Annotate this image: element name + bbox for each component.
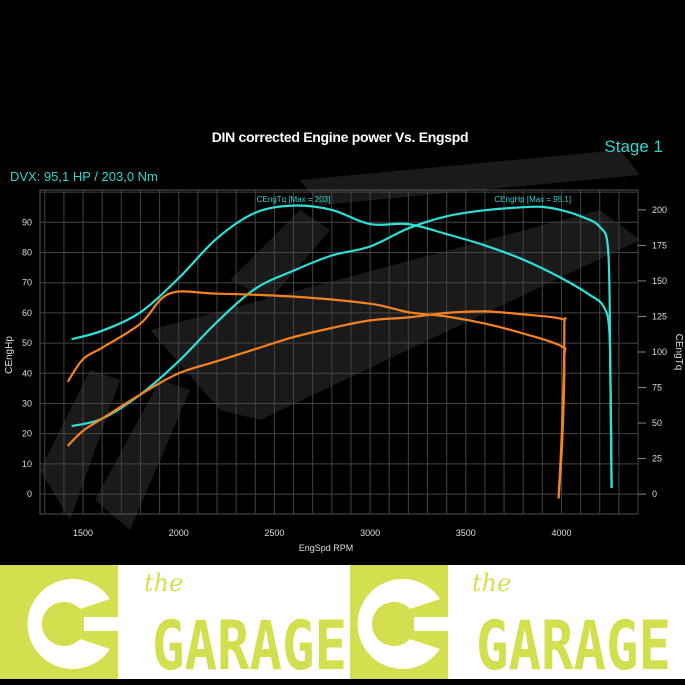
g-bar-shape [84,617,120,631]
g-wrench-icon [357,579,440,669]
logo-the-text: the [144,569,183,597]
y2-tick-label: 200 [652,205,667,215]
y-tick-label: 20 [22,429,32,439]
y-tick-label: 50 [22,338,32,348]
y2-axis-label: CEngTq [673,334,684,371]
chart-title: DIN corrected Engine power Vs. Engspd [211,129,469,145]
y-tick-label: 60 [22,308,32,318]
x-tick-label: 2000 [169,528,189,538]
y2-tick-label: 100 [652,347,667,357]
y2-tick-label: 25 [652,454,662,464]
series-line-cengtq [71,204,613,488]
y2-tick-label: 125 [652,311,667,321]
g-wrench-icon [27,579,110,669]
series-line-cenghp [71,205,613,489]
logo-garage-text: GARAGE [152,607,347,679]
y-tick-label: 70 [22,278,32,288]
y2-tick-label: 175 [652,240,667,250]
y-tick-label: 10 [22,459,32,469]
x-tick-label: 2500 [264,528,284,538]
series-line-cenghp [66,310,567,499]
y2-tick-label: 150 [652,276,667,286]
y-tick-label: 40 [22,368,32,378]
x-tick-label: 1500 [73,528,93,538]
x-tick-label: 3500 [456,528,476,538]
summary-readout: DVX: 95,1 HP / 203,0 Nm [10,169,158,184]
y-tick-label: 0 [27,489,32,499]
g-bar-shape [414,617,450,631]
y-tick-label: 80 [22,248,32,258]
logo-the-text: the [472,569,511,597]
garage-logo: the GARAGE the GARAGE [0,565,671,685]
max-annotation: CEngTq [Max = 203] [257,195,331,204]
y-tick-label: 90 [22,217,32,227]
y2-tick-label: 50 [652,418,662,428]
stage-label: Stage 1 [604,137,663,156]
x-tick-label: 4000 [551,528,571,538]
y2-tick-label: 0 [652,489,657,499]
y2-tick-label: 75 [652,383,662,393]
x-axis-label: EngSpd RPM [299,543,354,553]
garage-logo-banner: the GARAGE the GARAGE [0,565,685,685]
max-annotation: CEngHp [Max = 95.1] [494,195,571,204]
y-tick-label: 30 [22,398,32,408]
x-tick-label: 3000 [360,528,380,538]
dvx-watermark [40,150,640,530]
logo-garage-text: GARAGE [476,607,671,679]
dyno-chart: 1500 2000 2500 3000 3500 40000102030405060708… [4,150,684,553]
y-axis-label: CEngHp [4,336,15,374]
